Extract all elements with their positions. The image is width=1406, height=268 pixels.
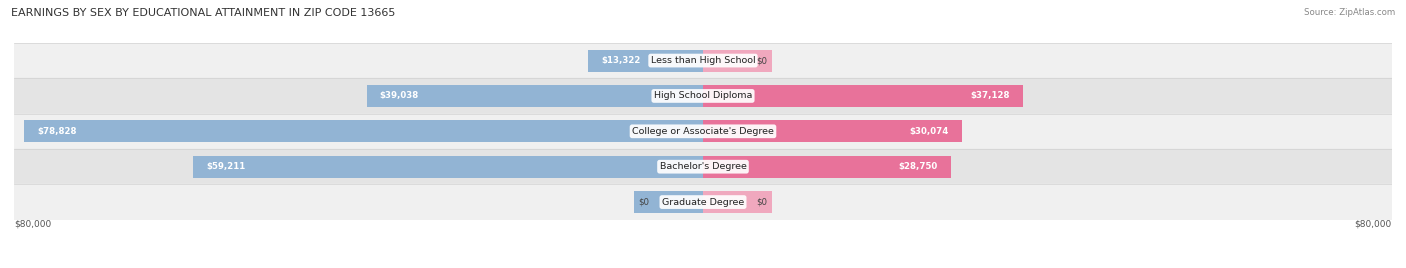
- Text: $0: $0: [638, 198, 650, 207]
- Text: High School Diploma: High School Diploma: [654, 91, 752, 100]
- Bar: [193, 156, 703, 178]
- Text: Graduate Degree: Graduate Degree: [662, 198, 744, 207]
- Text: $39,038: $39,038: [380, 91, 419, 100]
- Text: $0: $0: [756, 198, 768, 207]
- Text: $80,000: $80,000: [14, 220, 51, 229]
- Text: College or Associate's Degree: College or Associate's Degree: [633, 127, 773, 136]
- Bar: [703, 85, 1022, 107]
- Bar: [703, 50, 772, 72]
- Bar: [703, 191, 772, 213]
- Bar: [703, 156, 950, 178]
- Text: EARNINGS BY SEX BY EDUCATIONAL ATTAINMENT IN ZIP CODE 13665: EARNINGS BY SEX BY EDUCATIONAL ATTAINMEN…: [11, 8, 395, 18]
- Text: $28,750: $28,750: [898, 162, 938, 171]
- Text: $30,074: $30,074: [910, 127, 949, 136]
- Bar: [24, 120, 703, 142]
- Text: $13,322: $13,322: [602, 56, 641, 65]
- Text: $0: $0: [756, 56, 768, 65]
- Bar: [14, 149, 1392, 184]
- Text: Less than High School: Less than High School: [651, 56, 755, 65]
- Text: $37,128: $37,128: [970, 91, 1010, 100]
- Text: $59,211: $59,211: [207, 162, 245, 171]
- Bar: [14, 43, 1392, 78]
- Bar: [367, 85, 703, 107]
- Bar: [14, 184, 1392, 220]
- Bar: [703, 120, 962, 142]
- Bar: [14, 114, 1392, 149]
- Text: $80,000: $80,000: [1355, 220, 1392, 229]
- Bar: [588, 50, 703, 72]
- Text: $78,828: $78,828: [37, 127, 76, 136]
- Bar: [14, 78, 1392, 114]
- Bar: [634, 191, 703, 213]
- Text: Source: ZipAtlas.com: Source: ZipAtlas.com: [1303, 8, 1395, 17]
- Text: Bachelor's Degree: Bachelor's Degree: [659, 162, 747, 171]
